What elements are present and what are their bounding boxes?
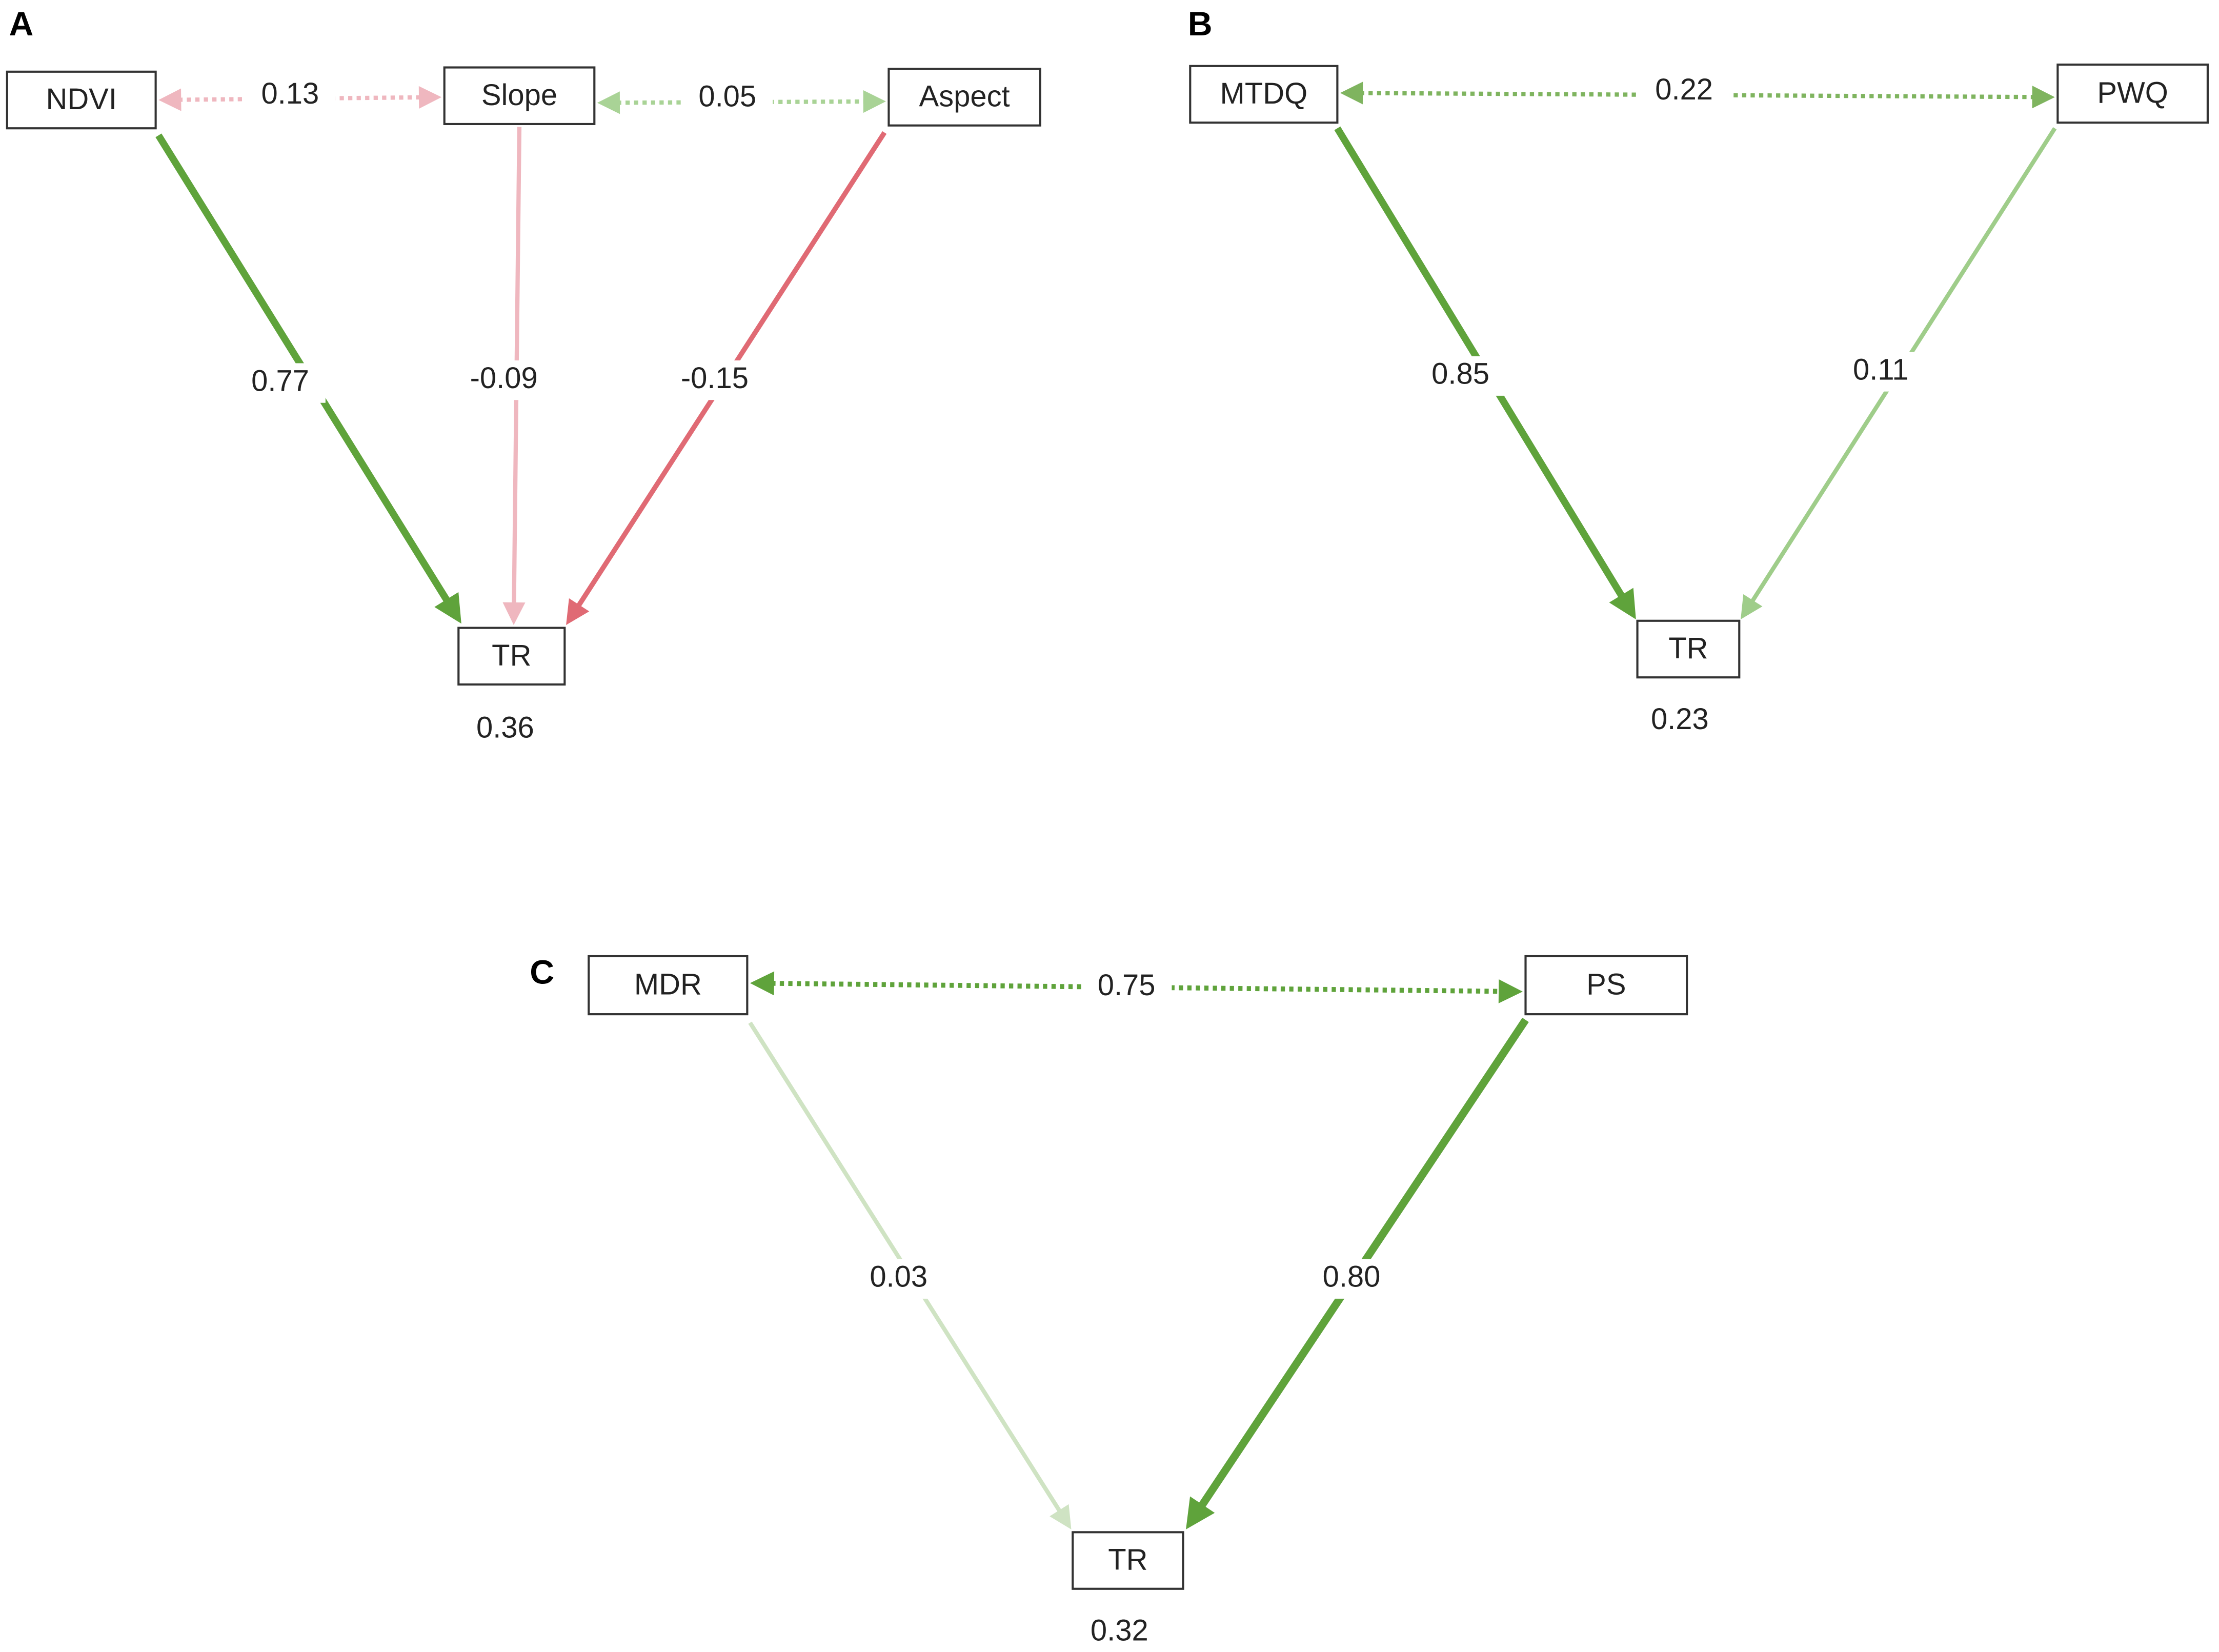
variable-box	[6, 70, 157, 130]
path-arrow: 0.11	[1741, 127, 2057, 620]
arrowhead	[863, 90, 886, 113]
variable-box	[443, 66, 596, 126]
variable-name: MTDQ	[1220, 77, 1308, 110]
arrowhead	[750, 971, 775, 996]
arrowhead	[502, 602, 526, 626]
variable-name: NDVI	[46, 83, 116, 116]
coefficient-label: 0.22	[1655, 73, 1713, 106]
coefficient-label: -0.09	[470, 362, 538, 395]
variable-name: TR	[492, 639, 531, 672]
variable-name: Aspect	[919, 80, 1010, 113]
arrowhead	[2032, 86, 2055, 109]
r-squared: 0.23	[1651, 703, 1709, 736]
coefficient-label: 0.11	[1853, 353, 1909, 386]
path-arrow: 0.03	[748, 1021, 1072, 1529]
coefficient-label: 0.77	[251, 365, 309, 397]
label-background	[682, 78, 773, 118]
arrowhead	[158, 88, 181, 111]
label-background	[1835, 352, 1926, 392]
r-squared: 0.36	[476, 712, 534, 744]
path-arrow: -0.15	[566, 131, 887, 626]
label-background	[853, 1259, 944, 1299]
coefficient-label: 0.80	[1323, 1261, 1381, 1294]
correlation-arrow: 0.05	[597, 78, 886, 118]
variable-box	[1189, 65, 1339, 124]
panel: A 0.13 0.05 0.77 -0.09 -0.15 NDVI Slope Aspect TR…	[6, 5, 1041, 744]
path-arrow: 0.85	[1334, 126, 1636, 620]
variable-name: TR	[1668, 632, 1708, 665]
coefficient-label: 0.03	[870, 1261, 927, 1294]
label-background	[245, 76, 336, 116]
label-background	[458, 360, 549, 400]
panel: B 0.22 0.85 0.11 MTDQ PWQ TR 0.23	[1188, 5, 2209, 736]
label-background	[235, 363, 326, 403]
variable-name: PWQ	[2097, 77, 2168, 110]
r-squared: 0.32	[1091, 1615, 1148, 1647]
correlation-arrow: 0.22	[1340, 71, 2055, 112]
variable-box	[887, 68, 1041, 127]
variable-name: MDR	[634, 969, 702, 1001]
variable-box	[1524, 955, 1688, 1016]
arrowhead	[434, 592, 461, 624]
variable-name: TR	[1108, 1544, 1147, 1577]
variable-name: PS	[1586, 969, 1626, 1001]
variable-box	[2056, 63, 2209, 124]
path-arrow: 0.77	[155, 133, 461, 624]
panel: C 0.75 0.03 0.80 MDR PS TR 0.32	[530, 953, 1688, 1647]
variable-box	[1072, 1531, 1184, 1590]
path-arrow: 0.80	[1186, 1017, 1529, 1529]
label-background	[1081, 968, 1172, 1008]
panel-label: B	[1188, 5, 1213, 43]
label-background	[1306, 1259, 1397, 1299]
label-background	[669, 360, 760, 400]
correlation-arrow: 0.75	[750, 968, 1523, 1008]
arrowhead	[597, 91, 620, 114]
arrowhead	[1741, 594, 1763, 620]
coefficient-label: 0.85	[1431, 358, 1489, 391]
panel-label: A	[9, 5, 33, 43]
arrowhead	[1050, 1504, 1072, 1529]
arrowhead	[1186, 1496, 1215, 1529]
variable-box	[457, 627, 566, 686]
label-background	[1415, 356, 1506, 396]
coefficient-label: 0.75	[1098, 969, 1156, 1002]
path-arrow: -0.09	[458, 127, 549, 626]
arrowhead	[1609, 588, 1636, 620]
variable-name: Slope	[481, 79, 557, 112]
arrowhead	[418, 86, 442, 109]
variable-box	[1636, 619, 1741, 679]
coefficient-label: -0.15	[681, 362, 749, 395]
label-background	[1639, 71, 1729, 112]
variable-box	[588, 955, 749, 1016]
coefficient-label: 0.05	[698, 80, 756, 113]
coefficient-label: 0.13	[261, 77, 319, 110]
correlation-arrow: 0.13	[158, 76, 442, 116]
arrowhead	[1498, 979, 1523, 1003]
arrow-line	[1360, 91, 2035, 99]
panel-label: C	[530, 953, 554, 991]
arrowhead	[1340, 82, 1363, 105]
arrow-line	[617, 99, 866, 105]
arrowhead	[566, 598, 590, 626]
